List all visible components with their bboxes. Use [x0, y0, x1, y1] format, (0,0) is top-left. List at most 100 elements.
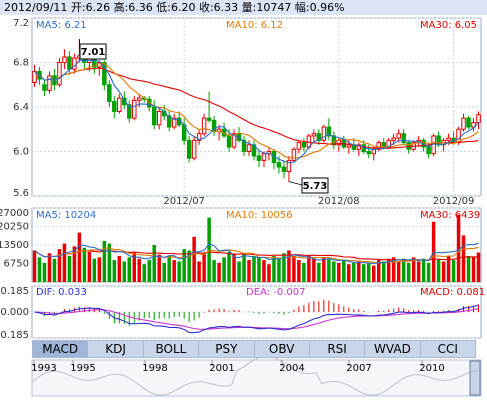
volume-bar — [396, 261, 401, 282]
candle-body — [276, 162, 282, 168]
candle-body — [326, 126, 332, 137]
volume-bar — [217, 262, 221, 282]
volume-bar — [371, 265, 376, 282]
candle-body — [311, 133, 317, 137]
candle-body — [476, 114, 481, 124]
volume-bar — [381, 261, 386, 282]
volume-bar — [67, 255, 72, 282]
candle-body — [466, 117, 471, 128]
volume-bar — [456, 214, 461, 282]
candle-body — [281, 166, 287, 173]
volume-bar — [232, 254, 236, 282]
volume-bar — [247, 260, 251, 282]
volume-bar — [62, 243, 67, 282]
navigator-year-label: 2004 — [279, 363, 304, 374]
candle-body — [57, 62, 62, 86]
tab-psy[interactable]: PSY — [199, 341, 255, 357]
low-annotation-pointer — [288, 181, 303, 186]
volume-bar — [207, 217, 211, 282]
volume-ma10-line — [34, 246, 479, 264]
dif-legend: DIF: 0.033 — [36, 287, 87, 298]
volume-bar — [327, 258, 331, 282]
tab-wvad[interactable]: WVAD — [365, 341, 421, 357]
candle-body — [127, 104, 132, 119]
volume-bar — [441, 261, 446, 282]
volume-bar — [42, 262, 47, 282]
volume-bar — [192, 236, 196, 282]
candle-body — [166, 115, 172, 128]
tab-cci[interactable]: CCI — [437, 342, 458, 356]
volume-bar — [152, 245, 156, 282]
tab-rsi[interactable]: RSI — [310, 341, 366, 357]
volume-bar — [352, 262, 356, 282]
candle-body — [446, 137, 451, 141]
candle-body — [47, 75, 52, 91]
ma30-line — [34, 67, 479, 149]
tab-obv[interactable]: OBV — [255, 341, 310, 357]
candle-body — [102, 62, 107, 86]
volume-bar — [107, 243, 112, 282]
tab-macd[interactable]: MACD — [33, 341, 89, 357]
tab-kdj[interactable]: KDJ — [88, 341, 144, 357]
volume-bar — [272, 255, 276, 282]
volume-bar — [97, 257, 102, 282]
date-tick-label: 2012/09 — [433, 196, 475, 207]
candle-body — [112, 100, 117, 112]
volume-bar — [446, 255, 451, 282]
volume-bar — [212, 260, 216, 282]
volume-bar — [471, 257, 476, 282]
macd-tick-label: 0.185 — [0, 286, 29, 297]
candle-body — [366, 151, 371, 155]
volume-bar — [102, 240, 107, 282]
candle-body — [122, 97, 127, 106]
ma10-legend: MA10: 6.12 — [226, 20, 283, 31]
volume-bar — [47, 253, 52, 282]
ma5-line — [34, 59, 479, 164]
candle-body — [186, 139, 192, 159]
navigator-history-line — [31, 355, 482, 396]
volume-bar — [401, 258, 406, 282]
candle-body — [346, 144, 352, 148]
volume-bar — [347, 264, 351, 282]
candle-body — [117, 97, 122, 112]
high-annotation-box — [79, 43, 107, 60]
volume-bar — [82, 247, 87, 282]
volume-tick-label: 27000 — [0, 208, 29, 219]
navigator-year-label: 1993 — [31, 363, 56, 374]
volume-bar — [411, 257, 416, 282]
volume-bar — [421, 258, 426, 282]
candle-body — [461, 117, 466, 130]
candle-body — [261, 153, 267, 161]
candle-body — [137, 97, 142, 101]
candle-body — [301, 142, 307, 148]
volume-ma5-legend: MA5: 10204 — [36, 210, 96, 221]
candle-body — [321, 126, 327, 141]
volume-bar — [292, 255, 296, 282]
candle-body — [406, 142, 411, 150]
volume-bar — [112, 260, 117, 282]
volume-bar — [466, 255, 471, 282]
candle-body — [376, 142, 381, 150]
volume-bar — [52, 258, 57, 282]
volume-bar — [182, 249, 186, 282]
volume-bar — [362, 264, 366, 282]
volume-bar — [267, 264, 271, 282]
volume-bar — [416, 261, 421, 282]
indicator-tabs: MACD KDJ BOLL PSY OBV RSI WVAD CCI — [32, 340, 476, 358]
volume-tick-label: 13500 — [0, 240, 29, 251]
volume-bar — [177, 261, 181, 282]
candle-body — [396, 133, 401, 139]
volume-tick-label: 20250 — [0, 222, 29, 233]
candle-body — [196, 133, 202, 141]
macd-tick-label: -0.185 — [0, 330, 29, 341]
candle-body — [156, 110, 162, 126]
candle-body — [471, 122, 476, 128]
candle-body — [132, 99, 137, 119]
candle-body — [107, 84, 112, 102]
volume-bar — [237, 261, 241, 282]
volume-bar — [32, 250, 37, 282]
navigator-frame — [31, 359, 482, 397]
macd-tick-label: 0.000 — [0, 307, 29, 318]
tab-boll[interactable]: BOLL — [144, 341, 200, 357]
